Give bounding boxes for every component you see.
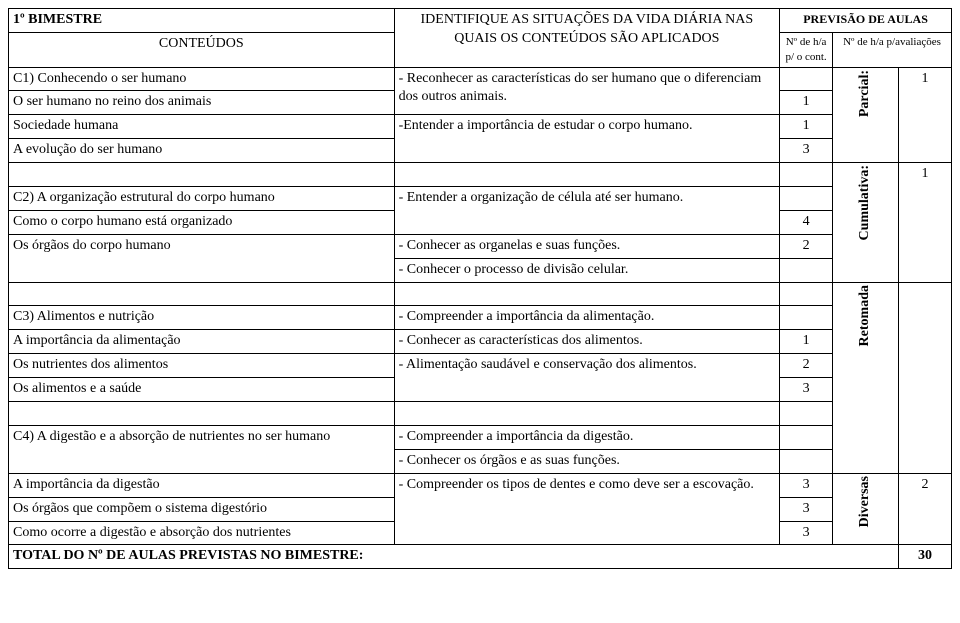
c1-title: C1) Conhecendo o ser humano — [9, 67, 395, 91]
c1-h1: 1 — [780, 91, 833, 115]
bimestre-cell: 1º BIMESTRE — [9, 9, 395, 33]
c4-h-blank2 — [780, 449, 833, 473]
c1-h3: 3 — [780, 139, 833, 163]
c2-h2: 2 — [780, 234, 833, 258]
situacoes-header: IDENTIFIQUE AS SITUAÇÕES DA VIDA DIÁRIA … — [394, 9, 780, 68]
nha-aval-header: Nº de h/a p/avaliações — [833, 32, 952, 67]
curriculum-table: 1º BIMESTRE IDENTIFIQUE AS SITUAÇÕES DA … — [8, 8, 952, 569]
c3-aval-n — [899, 282, 952, 473]
previsao-header: PREVISÃO DE AULAS — [780, 9, 952, 33]
c2-obj3: - Conhecer o processo de divisão celular… — [394, 258, 780, 282]
c2-h1: 4 — [780, 210, 833, 234]
c1-h-blank — [780, 67, 833, 91]
c2-sub2: Os órgãos do corpo humano — [9, 234, 395, 282]
c3-obj2: - Conhecer as características dos alimen… — [394, 330, 780, 354]
spacer — [780, 282, 833, 306]
c4-obj1: - Compreender a importância da digestão. — [394, 425, 780, 449]
spacer — [394, 163, 780, 187]
c4-h2: 3 — [780, 497, 833, 521]
c1-obj1: - Reconhecer as características do ser h… — [394, 67, 780, 115]
c3-sub2: Os nutrientes dos alimentos — [9, 354, 395, 378]
c3-h-blank — [780, 306, 833, 330]
c1-sub1: O ser humano no reino dos animais — [9, 91, 395, 115]
c2-h-blank — [780, 187, 833, 211]
spacer — [780, 402, 833, 426]
c2-title: C2) A organização estrutural do corpo hu… — [9, 187, 395, 211]
parcial-label: Parcial: — [856, 70, 875, 117]
cumulativa-label: Cumulativa: — [856, 165, 875, 240]
c4-obj2: - Conhecer os órgãos e as suas funções. — [394, 449, 780, 473]
nha-cont-header: Nº de h/a p/ o cont. — [780, 32, 833, 67]
c3-h2: 2 — [780, 354, 833, 378]
c1-h2: 1 — [780, 115, 833, 139]
c4-aval-label-cell: Diversas — [833, 473, 899, 545]
c1-sub3: A evolução do ser humano — [9, 139, 395, 163]
spacer — [780, 163, 833, 187]
spacer — [9, 163, 395, 187]
c2-sub1: Como o corpo humano está organizado — [9, 210, 395, 234]
c3-h1: 1 — [780, 330, 833, 354]
c3-h3: 3 — [780, 378, 833, 402]
c4-h-blank — [780, 425, 833, 449]
c3-obj1: - Compreender a importância da alimentaç… — [394, 306, 780, 330]
c2-aval-label-cell: Cumulativa: — [833, 163, 899, 282]
c1-aval-n: 1 — [899, 67, 952, 163]
c3-sub3: Os alimentos e a saúde — [9, 378, 395, 402]
spacer — [9, 402, 395, 426]
c4-sub3: Como ocorre a digestão e absorção dos nu… — [9, 521, 395, 545]
total-label: TOTAL DO Nº DE AULAS PREVISTAS NO BIMEST… — [9, 545, 899, 569]
c2-obj1: - Entender a organização de célula até s… — [394, 187, 780, 235]
diversas-label: Diversas — [856, 476, 875, 527]
c4-obj3: - Compreender os tipos de dentes e como … — [394, 473, 780, 545]
c1-sub2: Sociedade humana — [9, 115, 395, 139]
c4-h3: 3 — [780, 521, 833, 545]
c4-h1: 3 — [780, 473, 833, 497]
retomada-label: Retomada — [856, 285, 875, 346]
c1-aval-label-cell: Parcial: — [833, 67, 899, 163]
c3-sub1: A importância da alimentação — [9, 330, 395, 354]
c4-title: C4) A digestão e a absorção de nutriente… — [9, 425, 395, 473]
spacer — [394, 402, 780, 426]
conteudos-header: CONTEÚDOS — [9, 32, 395, 67]
c2-obj2: - Conhecer as organelas e suas funções. — [394, 234, 780, 258]
c2-h-blank2 — [780, 258, 833, 282]
c3-aval-label-cell: Retomada — [833, 282, 899, 473]
c3-obj3: - Alimentação saudável e conservação dos… — [394, 354, 780, 402]
spacer — [394, 282, 780, 306]
c3-title: C3) Alimentos e nutrição — [9, 306, 395, 330]
c4-sub2: Os órgãos que compõem o sistema digestór… — [9, 497, 395, 521]
c4-aval-n: 2 — [899, 473, 952, 545]
c4-sub1: A importância da digestão — [9, 473, 395, 497]
c2-aval-n: 1 — [899, 163, 952, 282]
spacer — [9, 282, 395, 306]
c1-obj2: -Entender a importância de estudar o cor… — [394, 115, 780, 163]
total-value: 30 — [899, 545, 952, 569]
